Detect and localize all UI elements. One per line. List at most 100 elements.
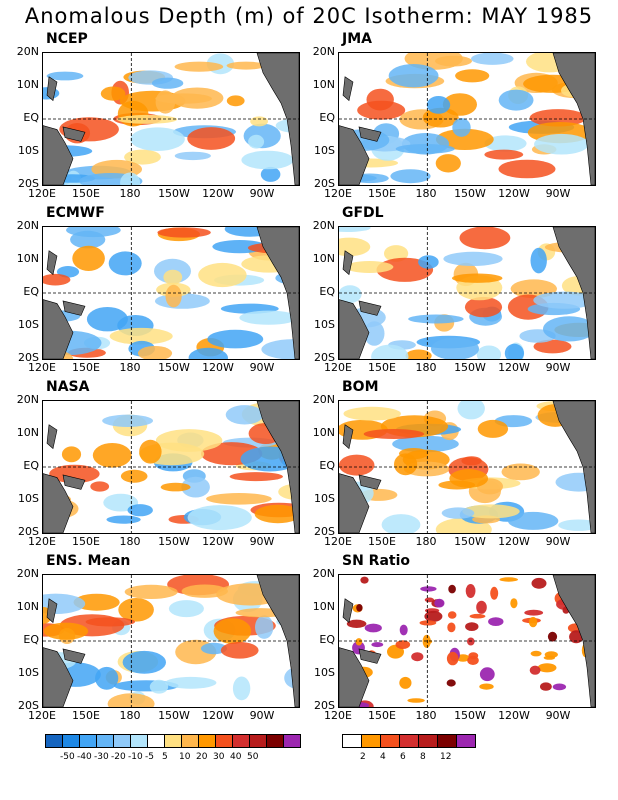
anomaly-colorbar (45, 734, 301, 748)
colorbar-label: -50 (60, 752, 75, 762)
lon-tick-label: 150W (454, 709, 486, 722)
anomaly-patch (469, 613, 486, 619)
anomaly-patch (220, 642, 259, 659)
anomaly-patch (49, 464, 100, 484)
anomaly-patch (529, 109, 587, 127)
lon-tick-label: 150E (368, 361, 396, 374)
anomaly-patch (484, 135, 527, 152)
panel-label: JMA (342, 31, 372, 47)
anomaly-patch (455, 69, 490, 83)
anomaly-patch (213, 618, 252, 644)
anomaly-patch (449, 469, 489, 488)
anomaly-patch (394, 453, 418, 476)
anomaly-patch (465, 584, 476, 598)
anomaly-patch (435, 154, 461, 173)
anomaly-patch (381, 514, 421, 533)
lon-tick-label: 150W (158, 187, 190, 200)
anomaly-patch (61, 446, 82, 463)
lat-tick-label: 10N (16, 426, 39, 439)
anomaly-patch (226, 95, 245, 107)
map-panel (338, 226, 596, 360)
anomaly-patch (399, 624, 408, 636)
lon-tick-label: 120E (28, 361, 56, 374)
anomaly-patch (155, 93, 212, 104)
anomaly-patch (504, 343, 524, 359)
lat-tick-label: 10S (314, 144, 335, 157)
anomaly-patch (467, 637, 475, 646)
anomaly-patch (446, 679, 456, 687)
panel-label: BOM (342, 379, 379, 395)
land-new-guinea (358, 126, 382, 142)
lon-tick-label: 150E (368, 709, 396, 722)
anomaly-patch (462, 504, 520, 519)
land-philippines (342, 424, 354, 450)
anomaly-patch (510, 598, 518, 609)
anomaly-patch (198, 262, 247, 288)
anomaly-patch (424, 610, 443, 622)
anomaly-patch (248, 134, 265, 149)
anomaly-patch (465, 622, 479, 631)
anomaly-patch (363, 429, 425, 439)
anomaly-patch (468, 652, 479, 660)
anomaly-patch (122, 650, 166, 674)
anomaly-field (43, 227, 299, 359)
colorbar-swatch (131, 735, 148, 747)
anomaly-patch (139, 439, 162, 464)
land-new-guinea (358, 474, 382, 490)
colorbar-swatch (80, 735, 97, 747)
anomaly-patch (95, 666, 119, 690)
anomaly-patch (364, 321, 385, 346)
anomaly-patch (422, 107, 459, 128)
lat-tick-label: EQ (319, 633, 335, 646)
colorbar-swatch (381, 735, 400, 747)
anomaly-patch (120, 172, 141, 185)
map-panel (338, 400, 596, 534)
anomaly-patch (200, 642, 228, 655)
anomaly-patch (477, 419, 509, 438)
anomaly-patch (364, 623, 382, 633)
colorbar-label: 20 (196, 752, 208, 762)
anomaly-patch (109, 327, 173, 345)
lat-tick-label: 20S (314, 177, 335, 190)
colorbar-label: -5 (145, 752, 154, 762)
anomaly-patch (446, 651, 459, 666)
lon-tick-label: 150W (454, 535, 486, 548)
anomaly-patch (530, 247, 547, 274)
colorbar-label: 8 (420, 752, 426, 762)
colorbar-label: -20 (111, 752, 126, 762)
lon-tick-label: 180 (415, 709, 437, 722)
land-australia (43, 125, 74, 185)
anomaly-patch (339, 285, 362, 303)
anomaly-patch (441, 507, 475, 519)
lon-tick-label: 150W (158, 361, 190, 374)
land-australia (43, 647, 74, 707)
colorbar-swatch (267, 735, 284, 747)
colorbar-swatch (165, 735, 182, 747)
anomaly-patch (130, 127, 185, 151)
anomaly-patch (239, 310, 298, 325)
colorbar-swatch (419, 735, 438, 747)
panel-label: GFDL (342, 205, 384, 221)
anomaly-patch (471, 53, 514, 65)
colorbar-swatch (182, 735, 199, 747)
colorbar-label: 40 (230, 752, 242, 762)
snr-colorbar (342, 734, 476, 748)
land-australia (339, 647, 370, 707)
anomaly-patch (241, 150, 294, 170)
lon-tick-label: 120E (28, 709, 56, 722)
anomaly-patch (188, 347, 228, 359)
anomaly-patch (395, 144, 455, 154)
land-americas (256, 227, 299, 359)
colorbar-swatch (216, 735, 233, 747)
colorbar-label: 4 (380, 752, 386, 762)
colorbar-label: -30 (94, 752, 109, 762)
anomaly-field (339, 401, 595, 533)
anomaly-patch (360, 576, 369, 584)
anomaly-patch (531, 577, 547, 589)
anomaly-field (43, 401, 299, 533)
lon-tick-label: 180 (415, 361, 437, 374)
anomaly-field (339, 575, 595, 707)
anomaly-patch (540, 682, 552, 691)
land-new-guinea (62, 126, 86, 142)
anomaly-patch (476, 600, 487, 614)
